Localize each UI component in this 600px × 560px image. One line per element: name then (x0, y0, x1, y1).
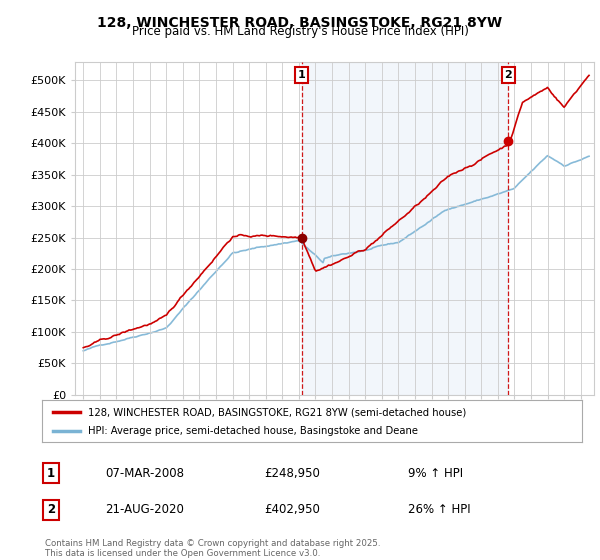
Text: 1: 1 (298, 70, 306, 80)
Text: 26% ↑ HPI: 26% ↑ HPI (408, 503, 470, 516)
Bar (302, 62, 508, 395)
Text: £248,950: £248,950 (264, 466, 320, 480)
Text: Price paid vs. HM Land Registry's House Price Index (HPI): Price paid vs. HM Land Registry's House … (131, 25, 469, 38)
Text: HPI: Average price, semi-detached house, Basingstoke and Deane: HPI: Average price, semi-detached house,… (88, 426, 418, 436)
Text: 128, WINCHESTER ROAD, BASINGSTOKE, RG21 8YW (semi-detached house): 128, WINCHESTER ROAD, BASINGSTOKE, RG21 … (88, 407, 466, 417)
Text: 21-AUG-2020: 21-AUG-2020 (105, 503, 184, 516)
Text: 2: 2 (47, 503, 55, 516)
Text: 9% ↑ HPI: 9% ↑ HPI (408, 466, 463, 480)
Text: 07-MAR-2008: 07-MAR-2008 (105, 466, 184, 480)
Text: Contains HM Land Registry data © Crown copyright and database right 2025.
This d: Contains HM Land Registry data © Crown c… (45, 539, 380, 558)
Text: 128, WINCHESTER ROAD, BASINGSTOKE, RG21 8YW: 128, WINCHESTER ROAD, BASINGSTOKE, RG21 … (97, 16, 503, 30)
Text: 2: 2 (505, 70, 512, 80)
Text: £402,950: £402,950 (264, 503, 320, 516)
Text: 1: 1 (47, 466, 55, 480)
